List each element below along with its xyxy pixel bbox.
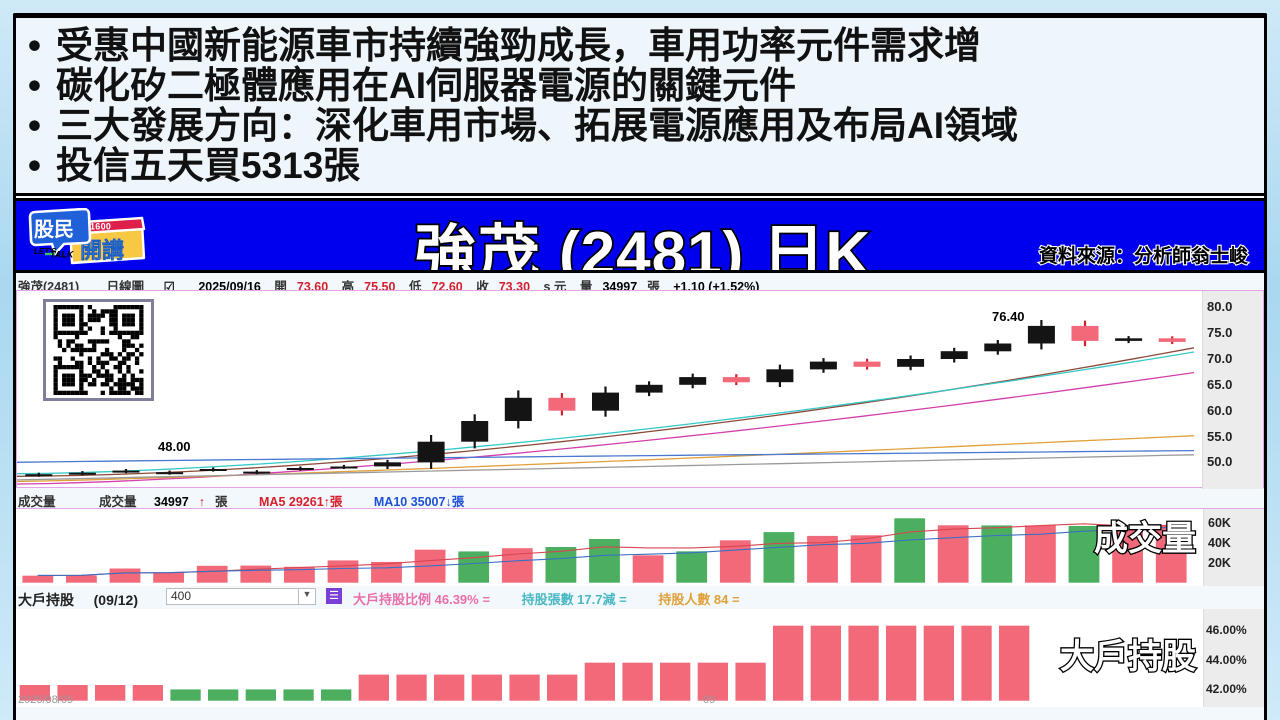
svg-text:76.40: 76.40 <box>992 309 1025 324</box>
svg-text:48.00: 48.00 <box>158 439 191 454</box>
